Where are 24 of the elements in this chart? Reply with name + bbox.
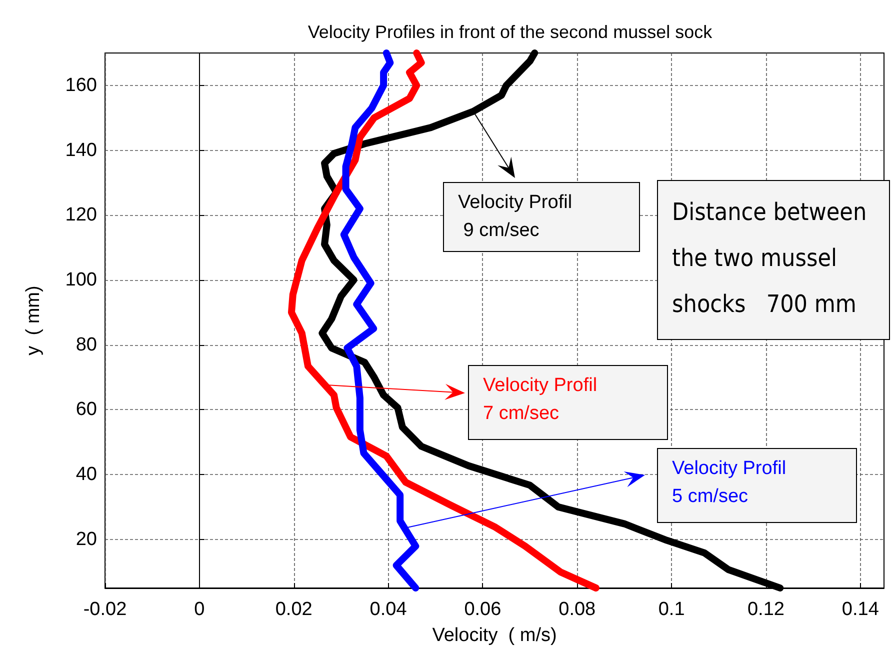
x-tick-label: 0.06 [464, 599, 502, 620]
x-tick-label: 0.1 [658, 599, 685, 620]
text-box: Velocity Profil 7 cm/sec [468, 365, 668, 440]
x-tick-label: 0.12 [747, 599, 784, 620]
x-tick-label: 0.04 [370, 599, 408, 620]
chart-title: Velocity Profiles in front of the second mussel sock [308, 22, 714, 42]
x-tick-label: 0.02 [275, 599, 312, 620]
text-box: Velocity Profil 5 cm/sec [657, 448, 857, 523]
text-box: Velocity Profil 9 cm/sec [443, 182, 640, 252]
y-tick-label: 160 [65, 74, 97, 96]
x-tick-label: 0 [194, 599, 205, 620]
x-axis-title: Velocity ( m/s) [432, 625, 557, 646]
x-tick-label: -0.02 [83, 599, 127, 620]
y-tick-label: 120 [65, 204, 97, 226]
text-box: Distance between the two mussel shocks 700 mm [657, 180, 890, 340]
y-tick-label: 100 [65, 269, 97, 290]
y-tick-label: 40 [76, 464, 97, 486]
x-tick-label: 0.08 [558, 599, 596, 620]
y-tick-label: 20 [76, 528, 97, 550]
y-tick-label: 80 [76, 334, 97, 356]
x-tick-label: 0.14 [842, 599, 880, 620]
y-tick-label: 140 [65, 140, 97, 161]
y-tick-label: 60 [76, 399, 97, 420]
y-axis-title: y ( mm) [23, 286, 44, 356]
